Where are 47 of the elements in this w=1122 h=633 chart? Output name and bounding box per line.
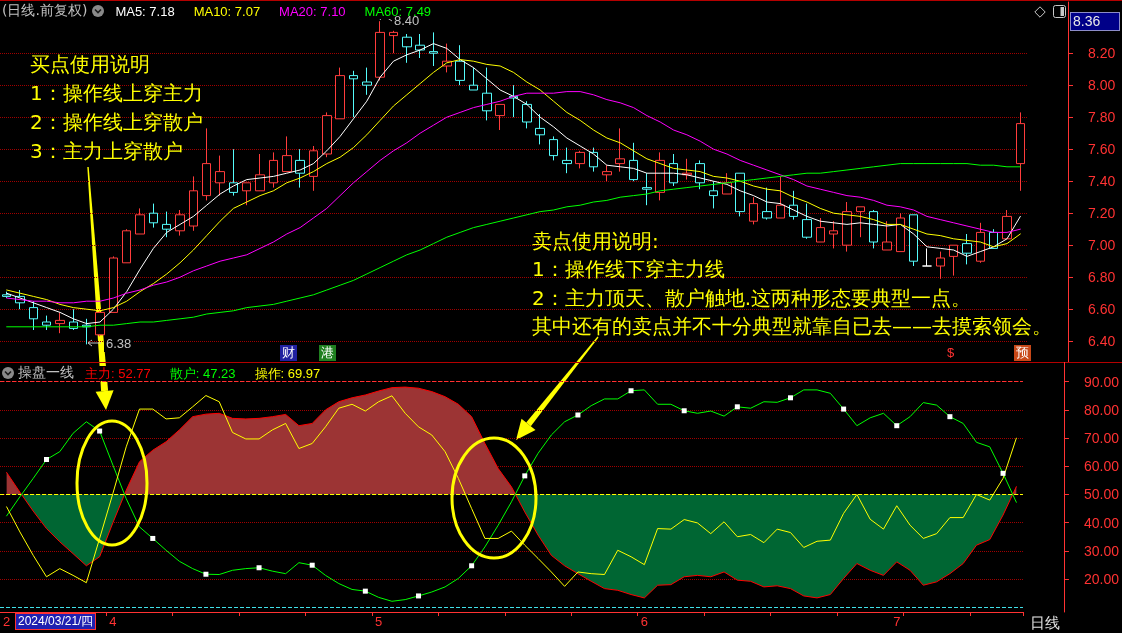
- text: MA10: 7.07: [193, 4, 261, 19]
- y-tick-label: 8.20: [1088, 45, 1116, 62]
- y-tick-label: 7.80: [1088, 109, 1116, 126]
- annotation: 港: [319, 345, 336, 362]
- annotation: 其中还有的卖点并不十分典型就靠自已去——去摸索领会。: [532, 314, 1052, 338]
- annotation: 1：操作线下穿主力线: [532, 257, 725, 281]
- annotation: 1：操作线上穿主力: [30, 81, 203, 105]
- annotation: 卖点使用说明:: [532, 229, 659, 253]
- annotation: 财: [280, 345, 297, 362]
- y-tick-label: 40.00: [1083, 514, 1120, 531]
- y-tick-label: 7.20: [1088, 205, 1116, 222]
- y-tick-label: 50.00: [1083, 486, 1120, 503]
- annotation: 买点使用说明: [30, 52, 150, 76]
- text: 8.36: [1070, 12, 1120, 32]
- annotation: 3：主力上穿散户: [30, 139, 183, 163]
- y-tick-label: 70.00: [1083, 430, 1120, 447]
- annotation: $: [947, 345, 955, 361]
- y-tick-label: 7.00: [1088, 237, 1116, 254]
- y-tick-label: 30.00: [1083, 542, 1120, 559]
- text: 2024/03/21/四: [15, 613, 97, 631]
- y-tick-label: 6.60: [1088, 301, 1116, 318]
- text: MA20: 7.10: [279, 4, 346, 19]
- text: 日线: [1030, 614, 1060, 632]
- x-tick-label: 4: [109, 614, 117, 629]
- y-tick-label: 6.40: [1088, 333, 1116, 350]
- x-tick-label: 6: [640, 614, 648, 629]
- annotation: 2：主力顶天、散户触地.这两种形态要典型一点。: [532, 286, 972, 310]
- x-tick-label: 7: [893, 614, 901, 629]
- text: 操作: 69.97: [254, 366, 321, 381]
- text: MA5: 7.18: [115, 4, 175, 19]
- annotation: 6.38: [104, 336, 134, 353]
- annotation: 2：操作线上穿散户: [30, 110, 203, 134]
- y-tick-label: 7.40: [1088, 173, 1116, 190]
- y-tick-label: 7.60: [1088, 141, 1116, 158]
- x-tick-label: 2: [3, 614, 11, 629]
- text: 散户: 47.23: [169, 366, 236, 381]
- y-tick-label: 80.00: [1083, 401, 1120, 418]
- y-tick-label: 90.00: [1083, 373, 1120, 390]
- y-tick-label: 6.80: [1088, 269, 1116, 286]
- y-tick-label: 8.00: [1088, 77, 1116, 94]
- x-tick-label: 5: [375, 614, 383, 629]
- annotation: 预: [1014, 345, 1031, 362]
- text: 主力: 52.77: [85, 366, 151, 381]
- y-tick-label: 60.00: [1083, 458, 1120, 475]
- chart-title: 操盘一线: [18, 364, 74, 381]
- chart-title: (日线.前复权): [2, 2, 88, 19]
- y-tick-label: 20.00: [1083, 571, 1120, 588]
